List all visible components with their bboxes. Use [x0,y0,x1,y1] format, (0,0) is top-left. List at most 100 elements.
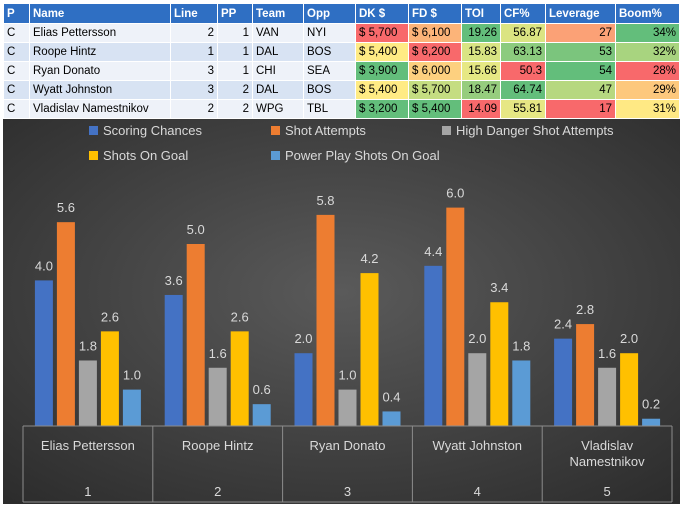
data-label-4-5: 2.0 [620,331,638,346]
cell-position: C [3,23,30,43]
bar-2-5 [576,324,595,426]
cell-toi: 19.26 [461,23,501,43]
column-header-dk[interactable]: DK $ [355,3,409,24]
data-label-1-4: 4.4 [424,244,442,259]
cell-line: 3 [170,80,218,100]
cell-team: DAL [252,42,304,62]
bar-1-1 [34,280,53,426]
bar-2-3 [316,214,335,426]
legend-swatch-5 [271,151,280,160]
bar-4-3 [360,273,379,426]
bar-4-4 [490,302,509,426]
column-header-pp[interactable]: PP [217,3,253,24]
table-row[interactable]: C Elias Pettersson 2 1 VAN NYI $ 5,700 $… [3,23,680,43]
category-label-4: Wyatt Johnston [433,438,522,453]
cell-boom-pct: 31% [615,99,680,119]
cell-player-name: Roope Hintz [29,42,171,62]
cell-leverage: 47 [545,80,616,100]
cell-line: 2 [170,23,218,43]
legend-swatch-1 [89,126,98,135]
data-label-2-4: 6.0 [446,186,464,201]
legend-label-1: Scoring Chances [103,123,202,138]
bar-3-1 [78,360,97,426]
bar-1-2 [164,294,183,426]
chart-canvas: Scoring Chances Shot Attempts High Danger … [3,119,680,504]
category-label-5-2: Namestnikov [570,454,646,469]
category-label-1: Elias Pettersson [41,438,135,453]
legend-swatch-2 [271,126,280,135]
column-header-leverage[interactable]: Leverage [545,3,616,24]
cell-boom-pct: 28% [615,61,680,81]
cell-player-name: Vladislav Namestnikov [29,99,171,119]
player-stats-table: P Name Line PP Team Opp DK $ FD $ TOI CF… [3,3,680,119]
cell-cf-pct: 63.13 [500,42,546,62]
cell-leverage: 27 [545,23,616,43]
data-label-4-1: 2.6 [101,309,119,324]
cell-leverage: 17 [545,99,616,119]
bar-1-4 [424,265,443,426]
data-label-1-5: 2.4 [554,317,572,332]
group-label-4: 4 [474,484,481,499]
table-row[interactable]: C Ryan Donato 3 1 CHI SEA $ 3,900 $ 6,00… [3,61,680,81]
column-header-cf[interactable]: CF% [500,3,546,24]
table-row[interactable]: C Roope Hintz 1 1 DAL BOS $ 5,400 $ 6,20… [3,42,680,62]
data-label-5-1: 1.0 [123,368,141,383]
data-label-2-1: 5.6 [57,200,75,215]
cell-fd-salary: $ 5,700 [408,80,462,100]
cell-pp: 1 [217,42,253,62]
data-label-3-1: 1.8 [79,338,97,353]
bar-4-2 [230,331,249,426]
column-header-toi[interactable]: TOI [461,3,501,24]
data-label-2-5: 2.8 [576,302,594,317]
group-label-3: 3 [344,484,351,499]
cell-toi: 14.09 [461,99,501,119]
cell-opponent: BOS [303,80,356,100]
data-label-3-2: 1.6 [209,346,227,361]
category-label-5-1: Vladislav [581,438,634,453]
column-header-fd[interactable]: FD $ [408,3,462,24]
column-header-opp[interactable]: Opp [303,3,356,24]
cell-dk-salary: $ 5,400 [355,42,409,62]
column-header-boom[interactable]: Boom% [615,3,680,24]
bar-2-2 [186,244,205,426]
data-label-5-2: 0.6 [253,382,271,397]
column-header-p[interactable]: P [3,3,30,24]
data-label-4-2: 2.6 [231,309,249,324]
bar-5-1 [122,389,141,426]
cell-player-name: Wyatt Johnston [29,80,171,100]
bar-5-4 [512,360,531,426]
cell-cf-pct: 50.3 [500,61,546,81]
data-label-3-5: 1.6 [598,346,616,361]
bar-3-3 [338,389,357,426]
category-label-3: Ryan Donato [310,438,386,453]
bar-2-4 [446,207,465,426]
column-header-team[interactable]: Team [252,3,304,24]
data-label-4-4: 3.4 [490,280,508,295]
cell-team: WPG [252,99,304,119]
cell-opponent: BOS [303,42,356,62]
data-label-4-3: 4.2 [360,251,378,266]
bar-5-3 [382,411,401,426]
data-label-1-1: 4.0 [35,258,53,273]
data-label-3-4: 2.0 [468,331,486,346]
column-header-line[interactable]: Line [170,3,218,24]
column-header-name[interactable]: Name [29,3,171,24]
cell-opponent: TBL [303,99,356,119]
table-row[interactable]: C Vladislav Namestnikov 2 2 WPG TBL $ 3,… [3,99,680,119]
cell-dk-salary: $ 3,900 [355,61,409,81]
table-row[interactable]: C Wyatt Johnston 3 2 DAL BOS $ 5,400 $ 5… [3,80,680,100]
cell-player-name: Elias Pettersson [29,23,171,43]
cell-position: C [3,42,30,62]
bar-1-5 [554,338,573,426]
cell-toi: 18.47 [461,80,501,100]
cell-leverage: 53 [545,42,616,62]
bar-3-4 [468,353,487,426]
bar-2-1 [56,222,75,426]
cell-position: C [3,61,30,81]
data-label-2-2: 5.0 [187,222,205,237]
legend-label-2: Shot Attempts [285,123,366,138]
legend-swatch-4 [89,151,98,160]
data-label-2-3: 5.8 [316,193,334,208]
cell-position: C [3,99,30,119]
group-label-2: 2 [214,484,221,499]
